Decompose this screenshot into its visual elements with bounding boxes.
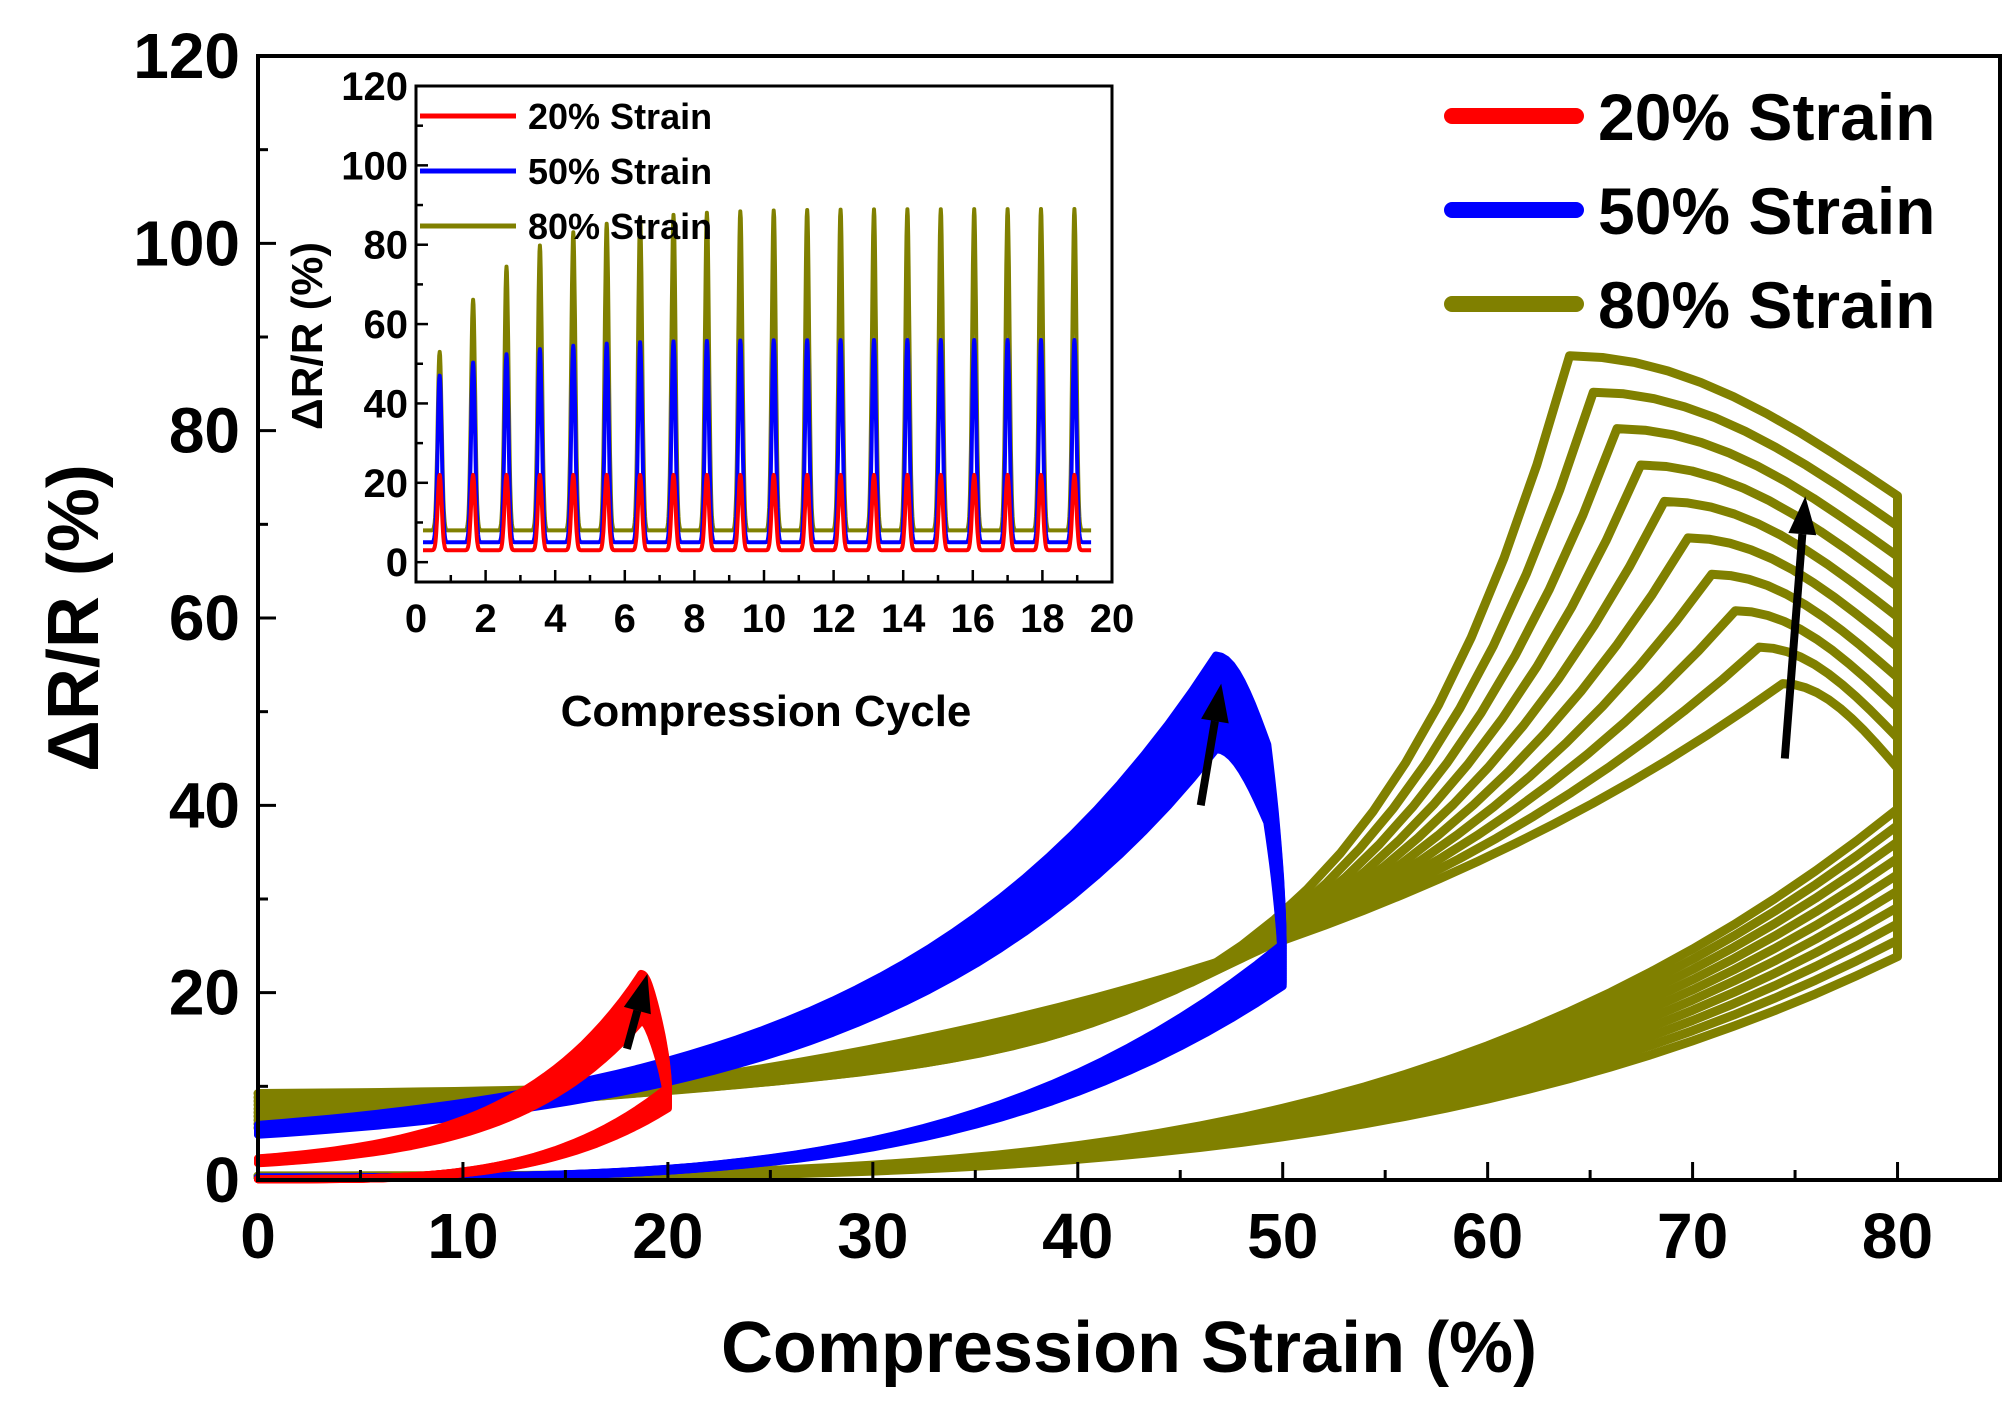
main-legend: 20% Strain 50% Strain 80% Strain bbox=[1444, 80, 1935, 342]
inset-y-tick-label: 60 bbox=[364, 303, 409, 347]
trend-arrow bbox=[1196, 683, 1229, 806]
inset-series-group bbox=[421, 207, 1093, 553]
main-y-tick-label: 80 bbox=[169, 395, 240, 467]
inset-y-tick-label: 0 bbox=[386, 541, 408, 585]
inset-x-tick-label: 4 bbox=[544, 597, 567, 641]
main-legend-entry: 80% Strain bbox=[1444, 268, 1935, 342]
inset-x-axis-title: Compression Cycle bbox=[561, 687, 972, 736]
inset-background bbox=[416, 86, 1112, 582]
trend-arrow-head bbox=[623, 973, 651, 1015]
main-x-tick-label: 80 bbox=[1862, 1200, 1933, 1272]
main-legend-label: 50% Strain bbox=[1598, 174, 1935, 248]
inset-legend-label: 80% Strain bbox=[528, 206, 712, 247]
main-x-tick-label: 0 bbox=[240, 1200, 276, 1272]
inset-x-tick-label: 16 bbox=[951, 597, 996, 641]
inset-x-tick-label: 0 bbox=[405, 597, 427, 641]
inset-plot: 0 2 4 6 8 10 12 14 16 18 20 0 20 40 60 80 100 120 Compres… bbox=[283, 65, 1134, 736]
inset-x-tick-label: 12 bbox=[811, 597, 856, 641]
inset-x-tick-label: 8 bbox=[683, 597, 705, 641]
trend-arrow bbox=[623, 973, 651, 1050]
main-series-80-strain bbox=[253, 351, 1902, 1182]
main-y-tick-label: 40 bbox=[169, 769, 240, 841]
trend-arrow-shaft bbox=[623, 1009, 642, 1050]
main-legend-entry: 20% Strain bbox=[1444, 80, 1935, 154]
inset-y-tick-label: 40 bbox=[364, 382, 409, 426]
trend-arrow bbox=[1780, 496, 1817, 759]
main-x-tick-label: 30 bbox=[837, 1200, 908, 1272]
main-arrows-group bbox=[623, 496, 1817, 1050]
trend-arrow-head bbox=[1788, 496, 1817, 536]
trend-arrow-shaft bbox=[1780, 533, 1807, 759]
main-x-tick-label: 50 bbox=[1247, 1200, 1318, 1272]
trend-arrow-head bbox=[1201, 683, 1229, 724]
main-series-line bbox=[253, 351, 1902, 1181]
main-legend-label: 20% Strain bbox=[1598, 80, 1935, 154]
main-legend-entry: 50% Strain bbox=[1444, 174, 1935, 248]
main-x-tick-label: 70 bbox=[1657, 1200, 1728, 1272]
inset-legend-label: 50% Strain bbox=[528, 151, 712, 192]
main-series-20-strain bbox=[254, 969, 672, 1184]
inset-x-tick-label: 2 bbox=[474, 597, 496, 641]
main-series-line bbox=[254, 969, 672, 1183]
main-x-tick-label: 10 bbox=[427, 1200, 498, 1272]
inset-axis-ticks: 0 2 4 6 8 10 12 14 16 18 20 0 20 40 60 80 100 120 bbox=[341, 65, 1134, 641]
inset-y-axis-title: ΔR/R (%) bbox=[283, 242, 332, 430]
inset-y-tick-label: 120 bbox=[341, 65, 408, 109]
inset-x-tick-label: 10 bbox=[742, 597, 787, 641]
inset-legend: 20% Strain 50% Strain 80% Strain bbox=[420, 96, 712, 247]
inset-legend-label: 20% Strain bbox=[528, 96, 712, 137]
inset-x-tick-label: 20 bbox=[1090, 597, 1135, 641]
main-x-axis-title: Compression Strain (%) bbox=[721, 1308, 1537, 1388]
main-y-axis-title: ΔR/R (%) bbox=[34, 464, 114, 772]
main-y-tick-label: 0 bbox=[204, 1144, 240, 1216]
inset-legend-entry: 50% Strain bbox=[420, 151, 712, 192]
inset-x-tick-label: 6 bbox=[614, 597, 636, 641]
main-y-tick-label: 120 bbox=[133, 20, 240, 92]
main-y-tick-label: 20 bbox=[169, 957, 240, 1029]
inset-y-tick-label: 20 bbox=[364, 462, 409, 506]
inset-y-tick-label: 80 bbox=[364, 224, 409, 268]
inset-y-tick-label: 100 bbox=[341, 144, 408, 188]
main-y-tick-label: 100 bbox=[133, 207, 240, 279]
inset-x-tick-label: 18 bbox=[1020, 597, 1065, 641]
inset-legend-entry: 80% Strain bbox=[420, 206, 712, 247]
main-y-tick-label: 60 bbox=[169, 582, 240, 654]
main-legend-label: 80% Strain bbox=[1598, 268, 1935, 342]
inset-series-line bbox=[421, 472, 1093, 553]
main-series-group bbox=[253, 351, 1902, 1184]
main-x-tick-label: 20 bbox=[632, 1200, 703, 1272]
inset-legend-entry: 20% Strain bbox=[420, 96, 712, 137]
trend-arrow-shaft bbox=[1196, 720, 1219, 806]
inset-x-tick-label: 14 bbox=[881, 597, 926, 641]
main-x-tick-label: 60 bbox=[1452, 1200, 1523, 1272]
main-x-tick-label: 40 bbox=[1042, 1200, 1113, 1272]
